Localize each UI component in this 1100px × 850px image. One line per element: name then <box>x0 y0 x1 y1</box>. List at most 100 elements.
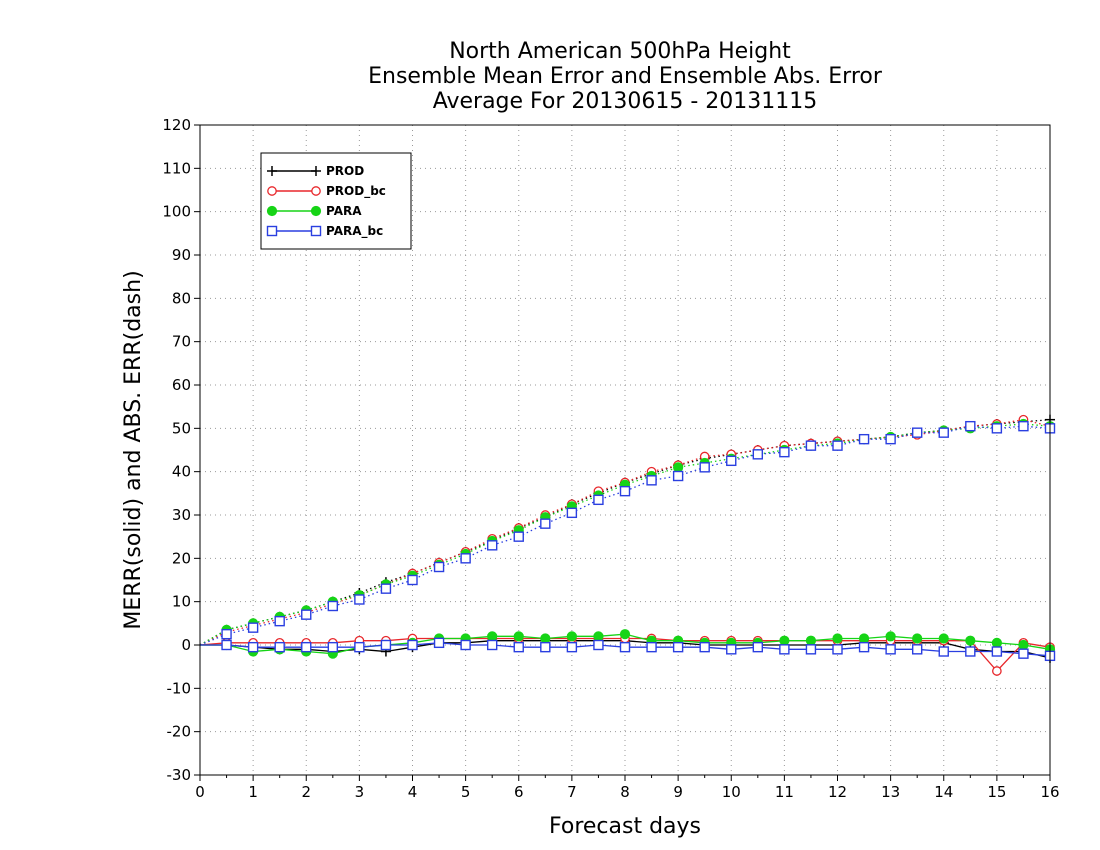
y-tick-label: 60 <box>172 376 191 394</box>
para-bc-merr-point <box>593 639 604 651</box>
y-tick-label: 0 <box>181 636 191 654</box>
legend-item-prod: PROD <box>267 164 364 178</box>
para-bc-abserr-point <box>486 540 498 551</box>
para-bc-merr-point <box>1018 648 1029 659</box>
para-bc-abserr-point <box>858 433 870 445</box>
title-line-1: North American 500hPa Height <box>449 39 791 64</box>
para-bc-merr-point <box>327 641 339 653</box>
y-tick-label: -30 <box>167 766 192 784</box>
legend-label: PROD <box>326 164 364 178</box>
para-bc-merr-point <box>965 646 976 657</box>
para-merr-point <box>566 631 577 642</box>
para-merr-point <box>858 633 870 644</box>
x-tick-label: 15 <box>987 783 1006 801</box>
legend: PROD PROD_bc PARA PARA_bc <box>260 152 412 250</box>
para-bc-abserr-point <box>752 449 764 460</box>
para-bc-abserr-point <box>274 615 285 627</box>
x-tick-label: 16 <box>1040 783 1059 801</box>
x-tick-label: 10 <box>722 783 741 801</box>
para-bc-merr-point <box>407 639 418 651</box>
para-bc-merr-point <box>779 644 790 655</box>
para-bc-abserr-point <box>221 628 232 640</box>
para-bc-abserr-point <box>327 600 339 612</box>
para-bc-abserr-point <box>247 622 259 633</box>
legend-label: PARA_bc <box>326 224 383 239</box>
para-bc-abserr-point <box>354 594 365 605</box>
x-tick-label: 7 <box>567 783 577 801</box>
y-tick-label: 10 <box>172 593 191 611</box>
legend-marker <box>310 205 322 217</box>
para-bc-merr-point <box>540 641 551 653</box>
y-tick-label: 90 <box>172 246 191 264</box>
prod-bc-merr-point <box>992 666 1002 676</box>
para-bc-abserr-point <box>460 553 471 564</box>
legend-label: PARA <box>326 204 362 218</box>
prod-bc-abserr-line <box>199 419 1051 646</box>
legend-box <box>260 152 412 250</box>
para-bc-abserr-point <box>779 446 790 458</box>
para-merr-point <box>938 633 949 644</box>
para-merr-point <box>779 635 790 646</box>
legend-label: PROD_bc <box>326 184 386 199</box>
para-bc-merr-point <box>752 641 764 653</box>
para-merr-point <box>1018 639 1029 651</box>
x-tick-label: 2 <box>301 783 311 801</box>
legend-marker <box>266 205 278 217</box>
para-bc-abserr-point <box>301 609 312 620</box>
para-bc-merr-point <box>646 641 657 653</box>
legend-marker <box>266 225 278 237</box>
para-bc-abserr-point <box>832 440 843 451</box>
para-bc-merr-point <box>858 641 870 653</box>
para-bc-abserr-point <box>646 475 657 486</box>
para-bc-merr-point <box>726 644 737 655</box>
y-tick-label: 70 <box>172 333 191 351</box>
x-tick-label: 3 <box>355 783 365 801</box>
para-bc-merr-point <box>433 637 445 649</box>
prod-abserr-line <box>199 419 1051 646</box>
x-tick-label: 4 <box>408 783 418 801</box>
para-bc-abserr-point <box>540 518 551 529</box>
para-bc-merr-point <box>247 641 259 653</box>
para-merr-point <box>593 631 604 642</box>
x-tick-label: 9 <box>673 783 683 801</box>
para-merr-point <box>513 631 524 642</box>
para-bc-abserr-point <box>805 440 817 451</box>
para-bc-merr-point <box>991 646 1003 657</box>
para-bc-abserr-point <box>911 427 923 438</box>
x-tick-label: 12 <box>828 783 847 801</box>
x-tick-label: 1 <box>248 783 258 801</box>
legend-marker <box>310 225 322 237</box>
y-tick-label: -20 <box>167 723 192 741</box>
para-bc-merr-point <box>619 641 631 653</box>
para-bc-merr-point <box>380 639 392 651</box>
para-abserr-point <box>673 462 684 473</box>
para-merr-point <box>965 635 976 646</box>
para-bc-merr-point <box>832 644 843 655</box>
para-bc-abserr-point <box>726 455 737 467</box>
para-merr-point <box>619 629 631 640</box>
para-merr-point <box>540 633 551 644</box>
para-bc-abserr-point <box>513 531 524 542</box>
para-bc-abserr-point <box>672 470 684 482</box>
x-tick-label: 5 <box>461 783 471 801</box>
y-tick-label: 30 <box>172 506 191 524</box>
x-tick-label: 0 <box>195 783 205 801</box>
para-bc-merr-point <box>672 641 684 653</box>
y-tick-label: 50 <box>172 419 191 437</box>
title-line-3: Average For 20130615 - 20131115 <box>433 89 818 114</box>
y-tick-label: -10 <box>167 679 192 697</box>
legend-marker <box>267 186 277 196</box>
para-abserr-line <box>199 423 1051 646</box>
para-bc-abserr-point <box>407 574 418 586</box>
y-tick-label: 110 <box>162 159 191 177</box>
para-bc-abserr-point <box>938 427 949 438</box>
y-tick-label: 120 <box>162 116 191 134</box>
para-bc-merr-point <box>486 639 498 651</box>
para-merr-point <box>991 637 1002 648</box>
x-tick-label: 13 <box>881 783 900 801</box>
para-bc-merr-point <box>460 639 471 651</box>
x-axis-label: Forecast days <box>549 814 701 839</box>
legend-marker <box>311 166 321 176</box>
